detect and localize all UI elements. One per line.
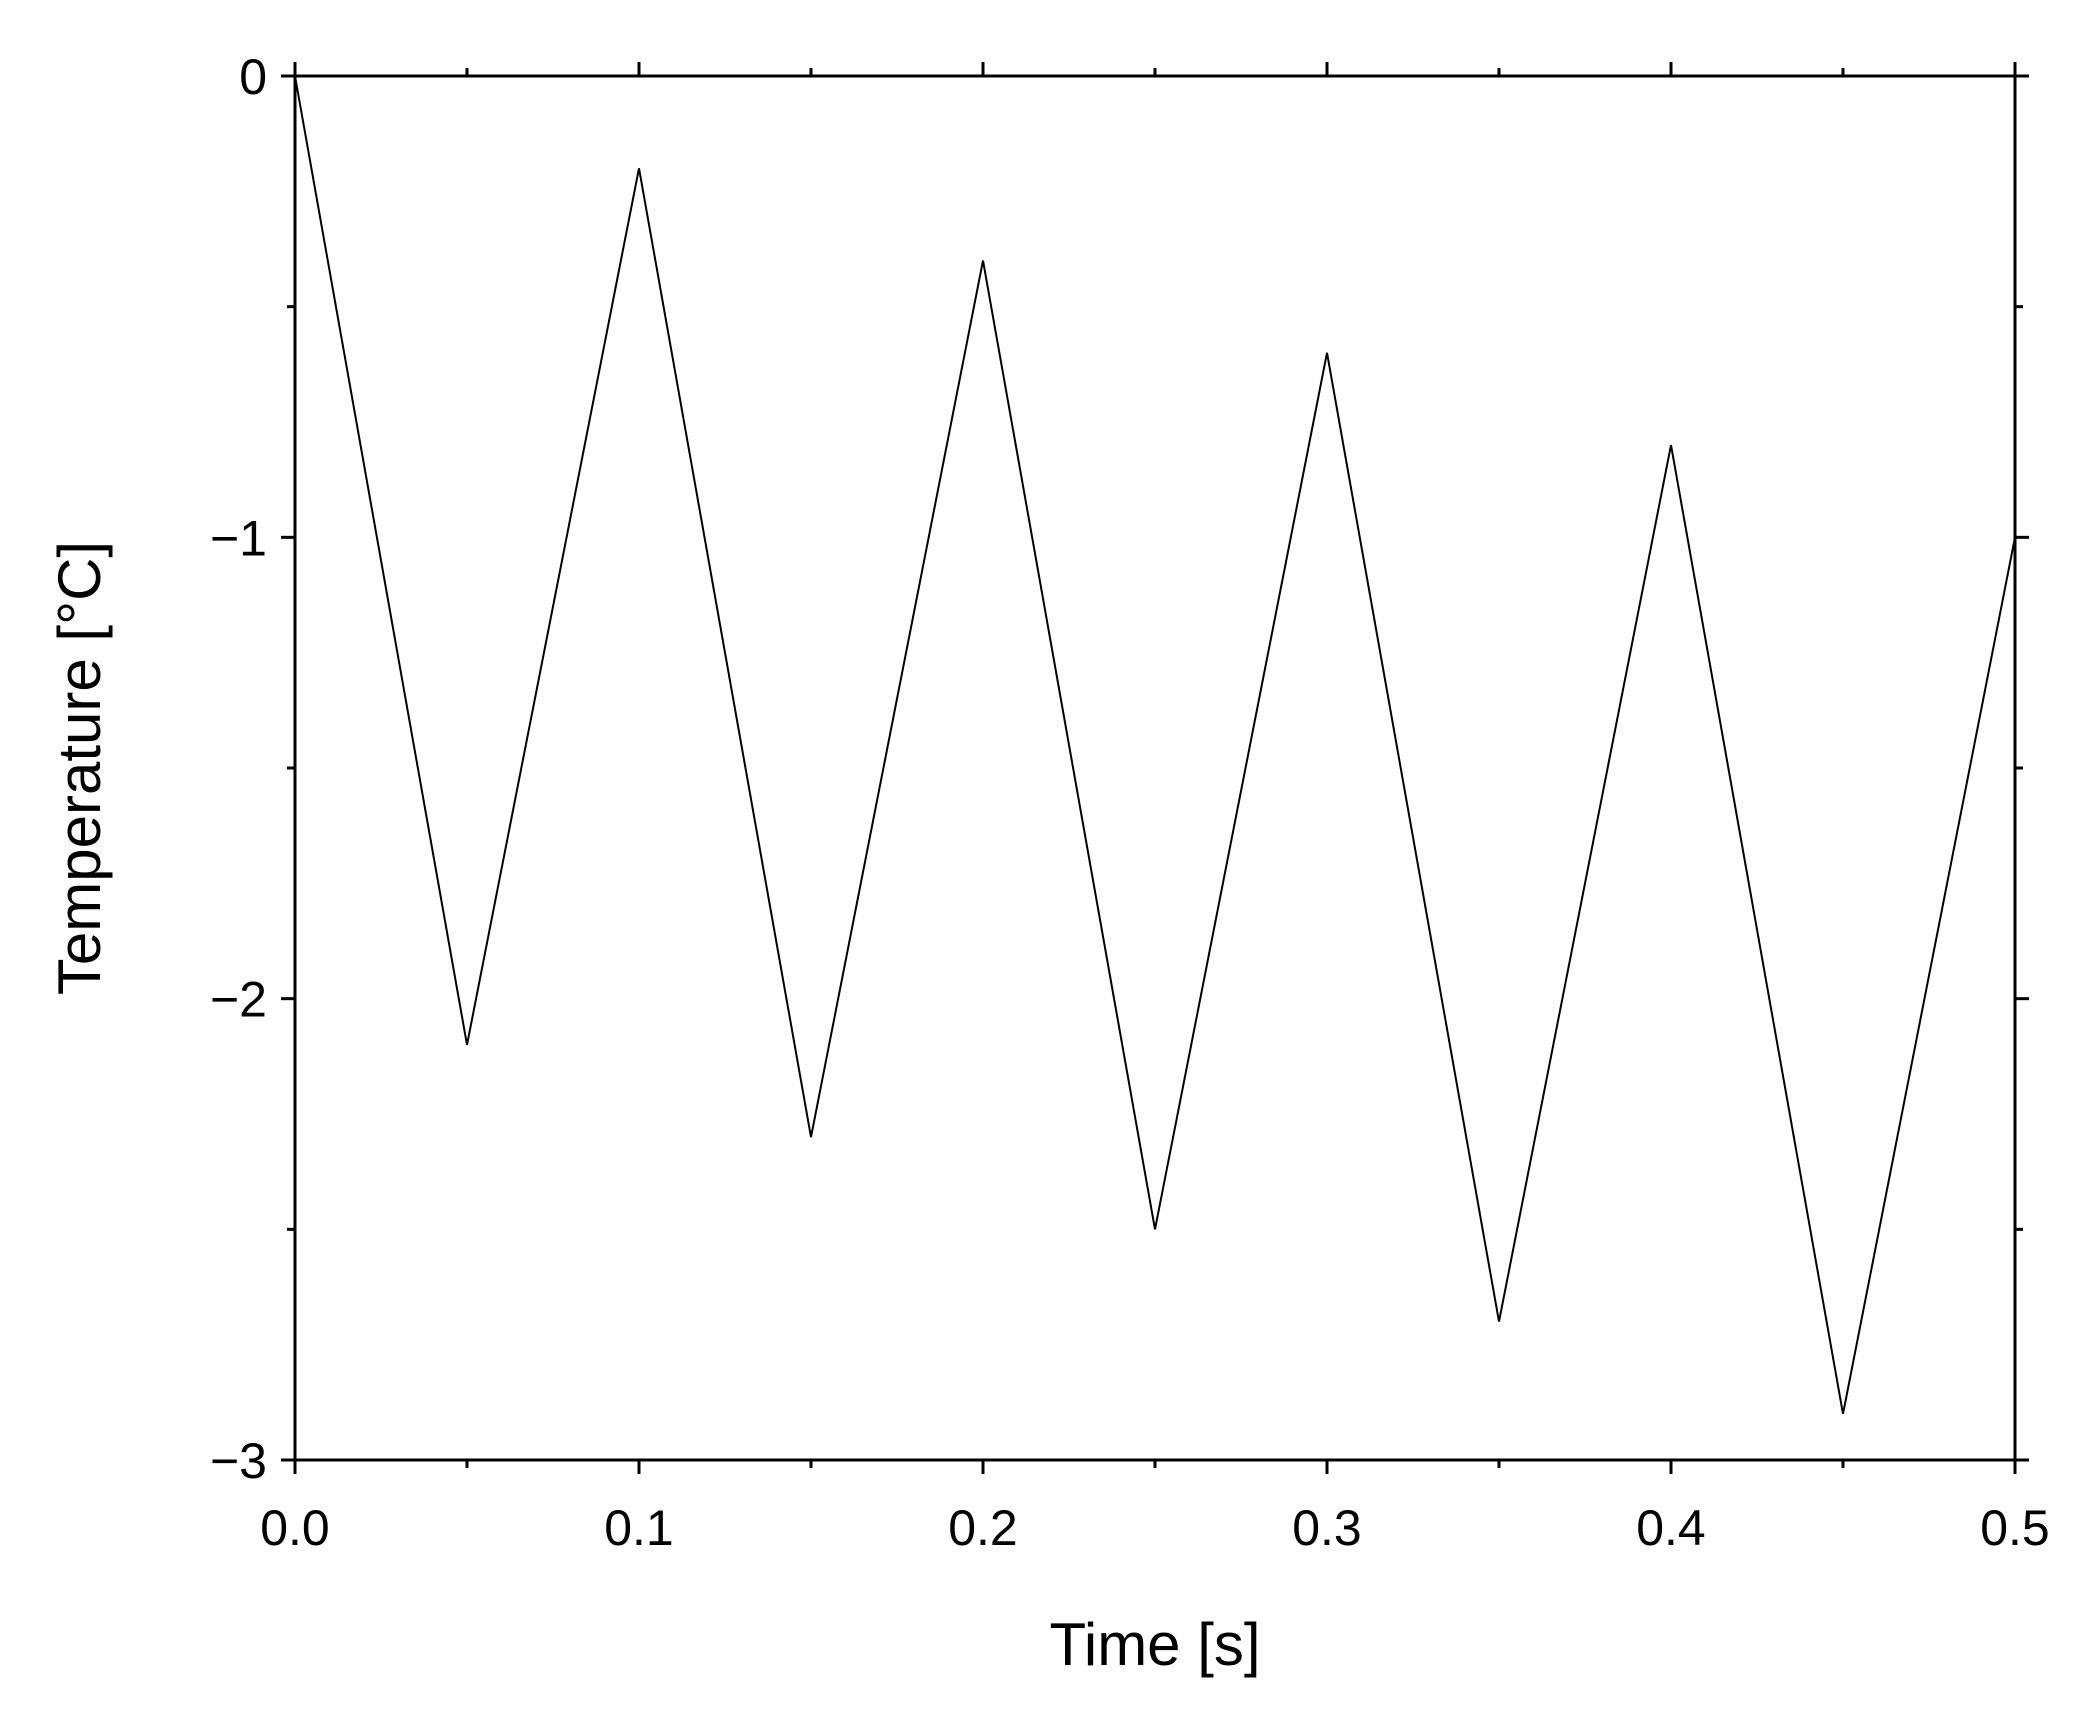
- x-axis-title: Time [s]: [1049, 1611, 1260, 1678]
- y-axis-title: Temperature [°C]: [46, 541, 113, 995]
- x-axis: 0.0 0.1 0.2 0.3 0.4 0.5: [260, 62, 2050, 1556]
- y-tick-label: −3: [210, 1433, 267, 1489]
- series-layer: [294, 75, 2016, 1415]
- x-tick-label: 0.1: [604, 1500, 674, 1556]
- x-tick-label: 0.3: [1292, 1500, 1362, 1556]
- plot-frame: [293, 74, 2017, 1462]
- x-tick-label: 0.0: [260, 1500, 330, 1556]
- y-tick-label: 0: [239, 49, 267, 105]
- x-tick-label: 0.5: [1980, 1500, 2050, 1556]
- x-tick-label: 0.4: [1636, 1500, 1706, 1556]
- y-tick-label: −1: [210, 510, 267, 566]
- series-line: [294, 75, 2016, 1415]
- x-tick-label: 0.2: [948, 1500, 1018, 1556]
- y-tick-label: −2: [210, 972, 267, 1028]
- y-axis: 0 −1 −2 −3: [210, 49, 2029, 1489]
